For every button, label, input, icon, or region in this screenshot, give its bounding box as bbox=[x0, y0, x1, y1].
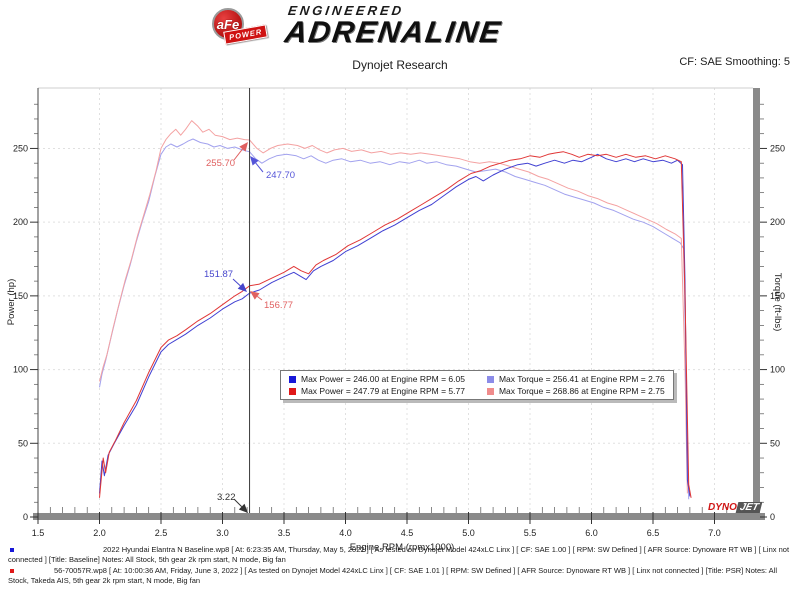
annotation-247.70: 247.70 bbox=[266, 170, 295, 181]
svg-text:5.5: 5.5 bbox=[524, 528, 537, 538]
svg-text:0: 0 bbox=[23, 512, 28, 522]
annotation-3.22: 3.22 bbox=[217, 492, 236, 503]
svg-text:3.5: 3.5 bbox=[278, 528, 291, 538]
dynojet-logo-jet: JET bbox=[735, 502, 763, 513]
svg-text:250: 250 bbox=[13, 143, 28, 153]
left-axis-title: Power (hp) bbox=[6, 279, 17, 325]
run-entry-baseline: 2022 Hyundai Elantra N Baseline.wp8 [ At… bbox=[8, 545, 794, 565]
svg-text:5.0: 5.0 bbox=[462, 528, 475, 538]
run-description: 56-70057R.wp8 [ At: 10:00:36 AM, Friday,… bbox=[8, 566, 777, 585]
series-psr-power bbox=[99, 151, 692, 498]
brand-wordmark: ENGINEERED ADRENALINE bbox=[282, 3, 506, 49]
svg-text:100: 100 bbox=[13, 365, 28, 375]
svg-text:4.0: 4.0 bbox=[339, 528, 352, 538]
svg-text:200: 200 bbox=[13, 217, 28, 227]
legend-label: Max Torque = 256.41 at Engine RPM = 2.76 bbox=[498, 374, 665, 384]
right-axis-title: Torque (ft-lbs) bbox=[772, 273, 783, 332]
svg-text:100: 100 bbox=[770, 365, 785, 375]
chart-annotations: 255.70 247.70 151.87 156.77 3.22 bbox=[204, 142, 295, 513]
run-bullet-icon bbox=[10, 548, 14, 552]
correction-factor-label: CF: SAE Smoothing: 5 bbox=[679, 56, 790, 68]
run-bullet-icon bbox=[10, 569, 14, 573]
svg-text:1.5: 1.5 bbox=[32, 528, 45, 538]
run-description: 2022 Hyundai Elantra N Baseline.wp8 [ At… bbox=[8, 545, 790, 564]
svg-text:2.0: 2.0 bbox=[93, 528, 106, 538]
svg-text:50: 50 bbox=[18, 438, 28, 448]
svg-text:200: 200 bbox=[770, 217, 785, 227]
legend-item-torque-psr: Max Torque = 268.86 at Engine RPM = 2.75 bbox=[486, 386, 665, 396]
legend-swatch bbox=[486, 375, 494, 383]
svg-text:150: 150 bbox=[13, 291, 28, 301]
legend-label: Max Power = 247.79 at Engine RPM = 5.77 bbox=[301, 386, 465, 396]
run-info-footer: 2022 Hyundai Elantra N Baseline.wp8 [ At… bbox=[8, 545, 794, 587]
svg-text:3.0: 3.0 bbox=[216, 528, 229, 538]
legend-label: Max Torque = 268.86 at Engine RPM = 2.75 bbox=[498, 386, 665, 396]
svg-text:50: 50 bbox=[770, 438, 780, 448]
run-entry-psr: 56-70057R.wp8 [ At: 10:00:36 AM, Friday,… bbox=[8, 566, 794, 586]
svg-text:6.5: 6.5 bbox=[647, 528, 660, 538]
dynojet-logo: DYNO JET bbox=[708, 502, 763, 513]
series-psr-torque bbox=[99, 120, 688, 494]
chart-gridlines bbox=[38, 87, 753, 517]
annotation-151.87: 151.87 bbox=[204, 269, 233, 280]
chart-series bbox=[99, 120, 692, 500]
y-axis-ticks: 0 0 50 50 100 100 150 150 200 200 250 250 Power (hp)… bbox=[6, 103, 785, 522]
series-baseline-power bbox=[99, 153, 691, 497]
page-title: Dynojet Research bbox=[352, 58, 448, 72]
legend-label: Max Power = 246.00 at Engine RPM = 6.05 bbox=[301, 374, 465, 384]
legend-item-power-baseline: Max Power = 246.00 at Engine RPM = 6.05 bbox=[289, 374, 465, 384]
max-values-legend: Max Power = 246.00 at Engine RPM = 6.05 … bbox=[280, 370, 674, 400]
legend-item-torque-baseline: Max Torque = 256.41 at Engine RPM = 2.76 bbox=[486, 374, 665, 384]
svg-text:7.0: 7.0 bbox=[708, 528, 721, 538]
brand-line-adrenaline: ADRENALINE bbox=[282, 16, 505, 49]
legend-item-power-psr: Max Power = 247.79 at Engine RPM = 5.77 bbox=[289, 386, 465, 396]
report-header: aFe POWER ENGINEERED ADRENALINE Dynojet … bbox=[0, 0, 800, 80]
legend-swatch bbox=[289, 387, 296, 395]
dynojet-logo-dyno: DYNO bbox=[708, 502, 737, 513]
svg-text:150: 150 bbox=[770, 291, 785, 301]
series-baseline-torque bbox=[99, 138, 690, 500]
afe-logo-text: aFe bbox=[216, 16, 240, 32]
annotation-255.70: 255.70 bbox=[206, 158, 235, 169]
svg-text:6.0: 6.0 bbox=[585, 528, 598, 538]
svg-text:250: 250 bbox=[770, 143, 785, 153]
x-axis-title: Engine RPM (rpmx1000) bbox=[350, 542, 455, 553]
legend-swatch bbox=[289, 375, 296, 383]
legend-swatch bbox=[486, 387, 494, 395]
chart-axes bbox=[33, 88, 765, 520]
annotation-156.77: 156.77 bbox=[264, 300, 293, 311]
svg-text:0: 0 bbox=[770, 512, 775, 522]
svg-text:4.5: 4.5 bbox=[401, 528, 414, 538]
svg-text:2.5: 2.5 bbox=[155, 528, 168, 538]
